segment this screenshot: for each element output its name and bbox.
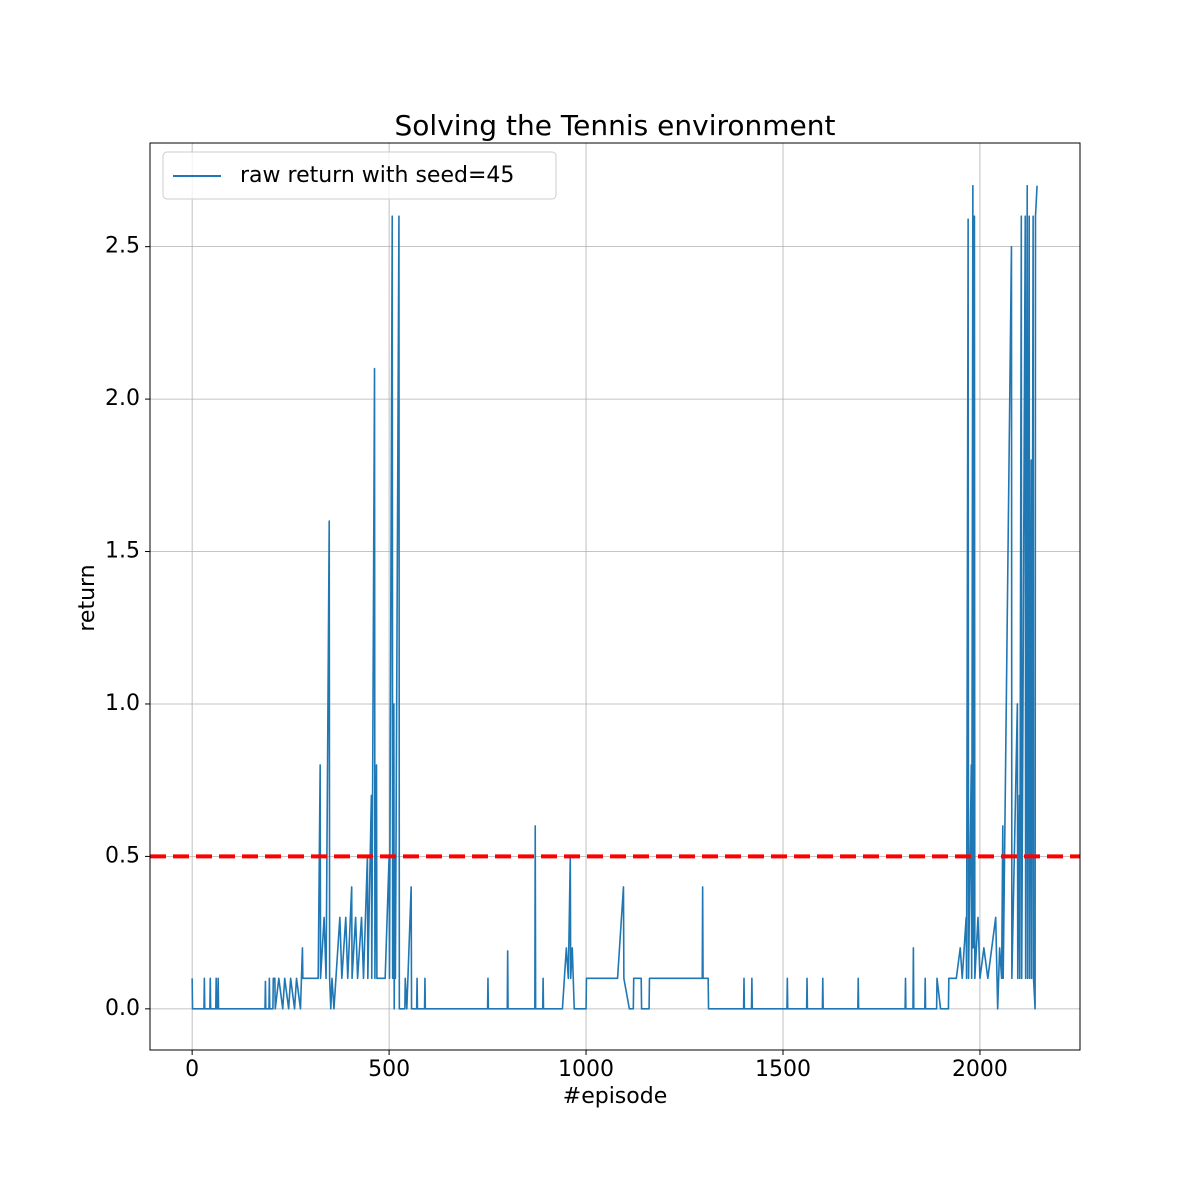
chart-title: Solving the Tennis environment bbox=[395, 109, 836, 142]
x-tick-label: 500 bbox=[368, 1057, 410, 1082]
y-tick-label: 1.0 bbox=[105, 691, 140, 716]
y-tick-label: 0.5 bbox=[105, 843, 140, 868]
x-tick-label: 1000 bbox=[558, 1057, 614, 1082]
y-tick-label: 2.5 bbox=[105, 234, 140, 259]
plot-frame bbox=[149, 142, 1081, 1051]
x-tick-label: 2000 bbox=[952, 1057, 1008, 1082]
legend-box bbox=[162, 151, 557, 200]
legend-label: raw return with seed=45 bbox=[240, 163, 514, 188]
y-tick-label: 1.5 bbox=[105, 539, 140, 564]
y-axis-label: return bbox=[75, 564, 100, 631]
x-tick-label: 1500 bbox=[755, 1057, 811, 1082]
data-line bbox=[191, 184, 1038, 1010]
y-tick-label: 0.0 bbox=[105, 996, 140, 1021]
x-tick-label: 0 bbox=[185, 1057, 199, 1082]
y-tick-label: 2.0 bbox=[105, 386, 140, 411]
x-axis-label: #episode bbox=[563, 1084, 667, 1109]
